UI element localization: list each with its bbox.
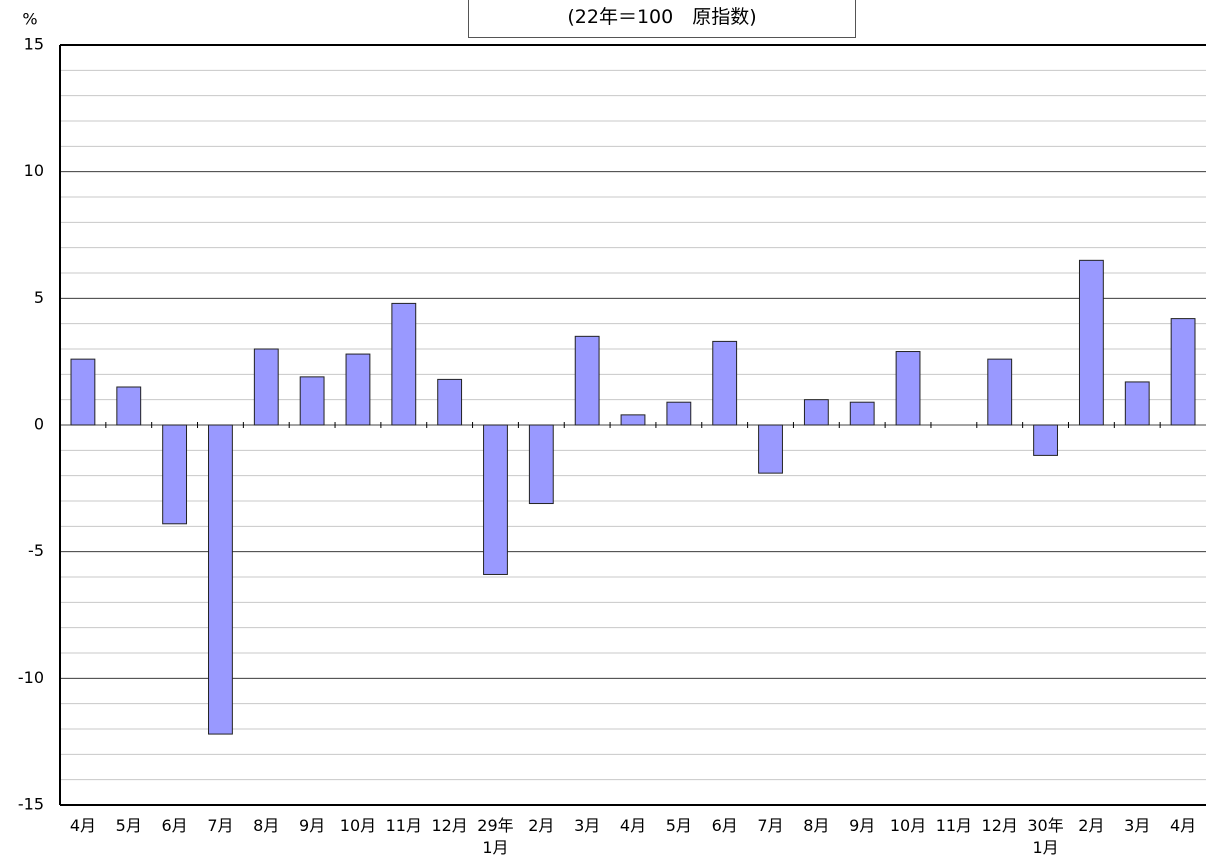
bar — [712, 340, 738, 426]
x-tick-label: 3月 — [574, 816, 601, 835]
bar — [162, 424, 188, 525]
x-tick-label: 7月 — [207, 816, 234, 835]
bar — [437, 378, 463, 426]
x-tick-label: 29年 1月 — [477, 816, 514, 857]
y-tick-label: -5 — [28, 541, 44, 560]
x-tick-label: 8月 — [253, 816, 280, 835]
chart-title: (22年＝100 原指数) — [468, 0, 856, 38]
y-tick-label: 5 — [34, 288, 44, 307]
x-tick-label: 3月 — [1124, 816, 1151, 835]
x-tick-label: 4月 — [1169, 816, 1197, 835]
x-tick-label: 30年 1月 — [1027, 816, 1064, 857]
y-axis-unit: % — [22, 10, 37, 29]
bar — [758, 424, 783, 474]
y-tick-label: -10 — [18, 668, 44, 687]
x-tick-label: 11月 — [385, 816, 422, 835]
bar — [253, 348, 279, 426]
x-tick-label: 9月 — [299, 816, 326, 835]
bar — [987, 358, 1013, 426]
x-tick-label: 11月 — [935, 816, 973, 835]
y-tick-label: 10 — [24, 161, 44, 180]
x-tick-label: 4月 — [69, 816, 96, 835]
bar — [345, 353, 371, 426]
x-tick-label: 2月 — [528, 816, 555, 835]
bar — [299, 376, 325, 426]
bar — [1033, 424, 1058, 456]
x-tick-label: 9月 — [849, 816, 876, 835]
x-tick-label: 4月 — [619, 816, 647, 835]
y-tick-label: -15 — [18, 795, 44, 814]
x-tick-label: 8月 — [803, 816, 830, 835]
bar — [483, 424, 508, 575]
bar — [116, 386, 142, 426]
x-tick-label: 12月 — [431, 816, 468, 835]
bar — [620, 414, 646, 426]
x-tick-label: 5月 — [115, 816, 142, 835]
bar — [574, 335, 600, 426]
x-tick-label: 10月 — [889, 816, 927, 835]
bar — [391, 302, 417, 426]
bar — [208, 424, 233, 735]
bar — [70, 358, 96, 426]
bar — [803, 399, 829, 426]
bar — [528, 424, 554, 505]
bar — [1078, 259, 1104, 426]
x-tick-label: 2月 — [1078, 816, 1105, 835]
x-tick-label: 10月 — [339, 816, 377, 835]
bar — [1170, 318, 1196, 426]
y-tick-label: 0 — [34, 415, 44, 434]
x-tick-label: 6月 — [711, 816, 738, 835]
x-tick-label: 7月 — [757, 816, 784, 835]
y-tick-label: 15 — [24, 35, 44, 54]
bar — [1124, 381, 1150, 426]
bar — [895, 351, 921, 426]
bar — [849, 401, 875, 426]
x-tick-label: 5月 — [665, 816, 692, 835]
bar — [666, 401, 692, 426]
x-tick-label: 6月 — [161, 816, 188, 835]
x-tick-label: 12月 — [981, 816, 1018, 835]
